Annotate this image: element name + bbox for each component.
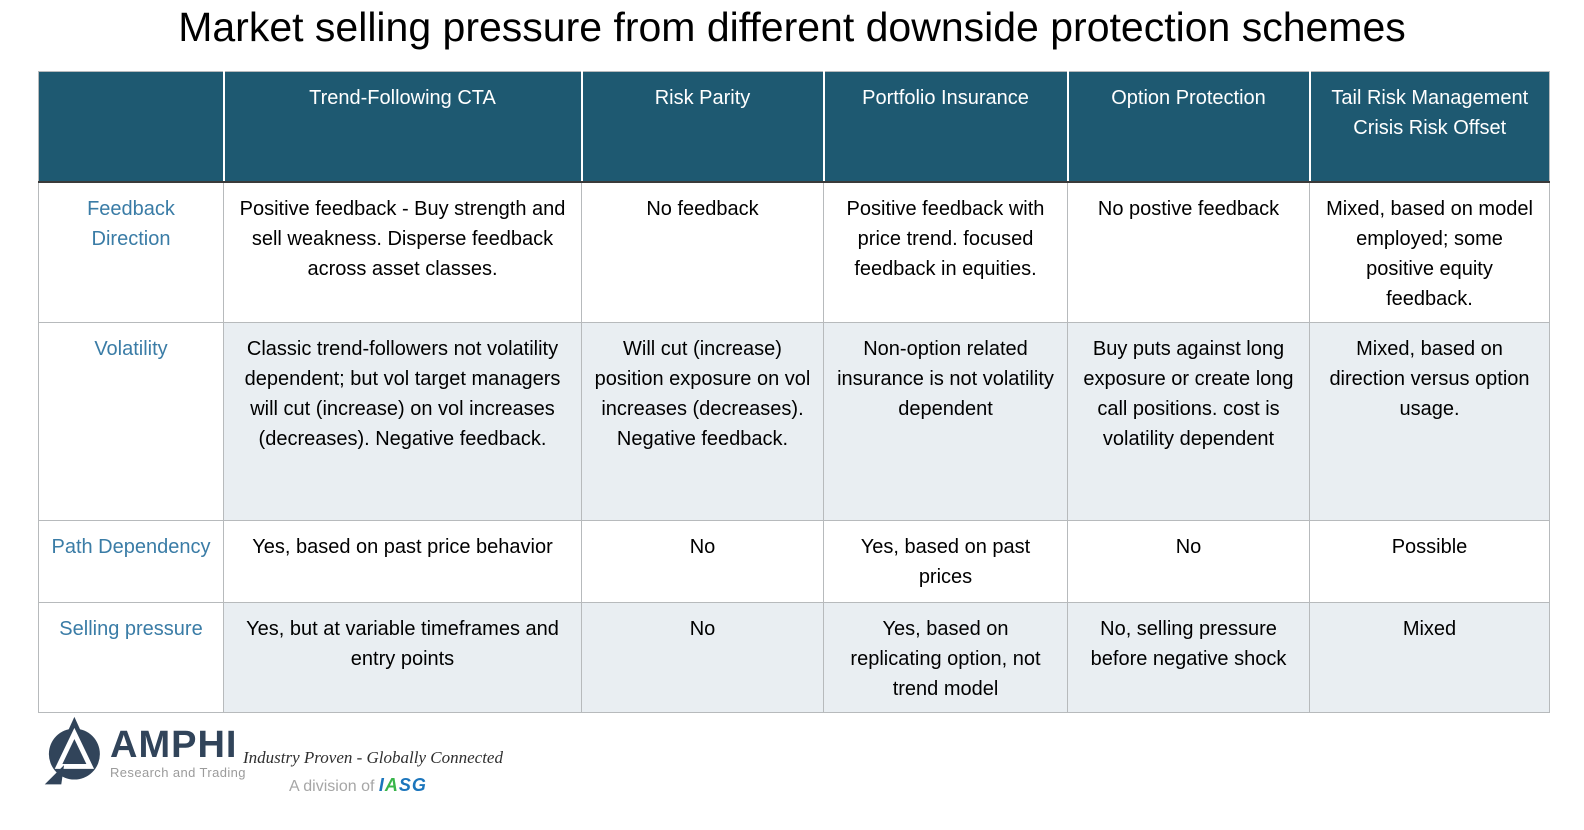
- amphi-emblem-icon: [44, 716, 100, 785]
- cell-path-portfolio-insurance: Yes, based on past prices: [823, 519, 1068, 603]
- tagline-text: Industry Proven - Globally Connected: [243, 748, 503, 767]
- cell-volatility-tail-risk: Mixed, based on direction versus option …: [1309, 321, 1550, 521]
- table-row-feedback-direction: Feedback Direction Positive feedback - B…: [38, 181, 1550, 323]
- comparison-table: Trend-Following CTA Risk Parity Portfoli…: [38, 71, 1550, 713]
- cell-feedback-risk-parity: No feedback: [581, 181, 824, 323]
- header-cell-trend-following-cta: Trend-Following CTA: [222, 71, 582, 183]
- division-prefix: A division of: [289, 778, 375, 795]
- amphi-name: AMPHI: [110, 724, 238, 766]
- header-cell-empty: [38, 71, 224, 183]
- cell-path-trend-cta: Yes, based on past price behavior: [223, 519, 582, 603]
- header-row: Trend-Following CTA Risk Parity Portfoli…: [38, 71, 1550, 183]
- cell-path-tail-risk: Possible: [1309, 519, 1550, 603]
- table-row-path-dependency: Path Dependency Yes, based on past price…: [38, 519, 1550, 603]
- iasg-logo: IASG: [378, 775, 427, 795]
- header-cell-portfolio-insurance: Portfolio Insurance: [822, 71, 1068, 183]
- division-line: A division of IASG: [243, 775, 473, 796]
- cell-feedback-tail-risk: Mixed, based on model employed; some pos…: [1309, 181, 1550, 323]
- header-cell-tail-risk: Tail Risk Management Crisis Risk Offset: [1308, 71, 1550, 183]
- row-label-selling-pressure: Selling pressure: [38, 601, 224, 713]
- comparison-table-container: Trend-Following CTA Risk Parity Portfoli…: [38, 71, 1550, 713]
- table-row-volatility: Volatility Classic trend-followers not v…: [38, 321, 1550, 521]
- row-label-feedback-direction: Feedback Direction: [38, 181, 224, 323]
- cell-feedback-portfolio-insurance: Positive feedback with price trend. focu…: [823, 181, 1068, 323]
- amphi-subtitle: Research and Trading: [110, 765, 246, 780]
- iasg-branding: Industry Proven - Globally Connected A d…: [243, 748, 503, 796]
- header-cell-option-protection: Option Protection: [1066, 71, 1310, 183]
- cell-volatility-portfolio-insurance: Non-option related insurance is not vola…: [823, 321, 1068, 521]
- cell-feedback-trend-cta: Positive feedback - Buy strength and sel…: [223, 181, 582, 323]
- amphi-text: AMPHI Research and Trading: [110, 726, 246, 780]
- cell-path-option-protection: No: [1067, 519, 1310, 603]
- row-label-path-dependency: Path Dependency: [38, 519, 224, 603]
- footer: AMPHI Research and Trading: [42, 710, 246, 794]
- cell-selling-trend-cta: Yes, but at variable timeframes and entr…: [223, 601, 582, 713]
- cell-selling-option-protection: No, selling pressure before negative sho…: [1067, 601, 1310, 713]
- page-title: Market selling pressure from different d…: [178, 4, 1406, 50]
- cell-selling-tail-risk: Mixed: [1309, 601, 1550, 713]
- cell-volatility-risk-parity: Will cut (increase) position exposure on…: [581, 321, 824, 521]
- header-cell-risk-parity: Risk Parity: [580, 71, 824, 183]
- amphi-logo: AMPHI Research and Trading: [42, 710, 246, 794]
- table-row-selling-pressure: Selling pressure Yes, but at variable ti…: [38, 601, 1550, 713]
- cell-volatility-option-protection: Buy puts against long exposure or create…: [1067, 321, 1310, 521]
- cell-path-risk-parity: No: [581, 519, 824, 603]
- row-label-volatility: Volatility: [38, 321, 224, 521]
- cell-feedback-option-protection: No postive feedback: [1067, 181, 1310, 323]
- cell-selling-risk-parity: No: [581, 601, 824, 713]
- cell-selling-portfolio-insurance: Yes, based on replicating option, not tr…: [823, 601, 1068, 713]
- cell-volatility-trend-cta: Classic trend-followers not volatility d…: [223, 321, 582, 521]
